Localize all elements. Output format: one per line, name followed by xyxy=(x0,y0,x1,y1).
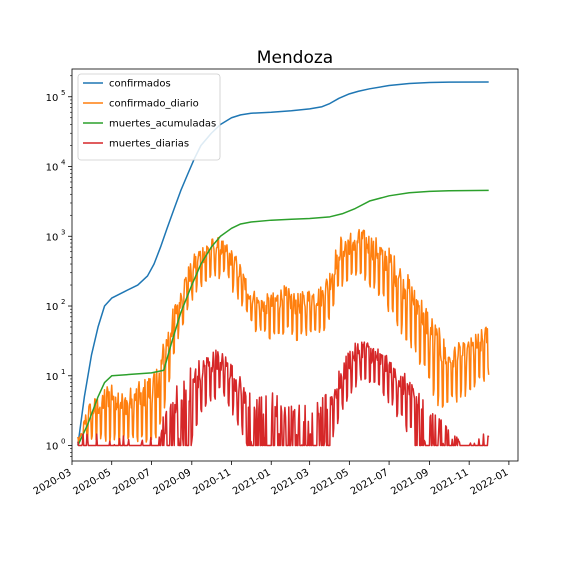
y-tick-exponent: 1 xyxy=(61,368,65,376)
legend-box xyxy=(77,73,221,161)
y-tick-exponent: 0 xyxy=(61,438,65,446)
y-tick-exponent: 5 xyxy=(61,89,65,97)
y-tick-label: 10 xyxy=(46,232,59,243)
y-tick-exponent: 3 xyxy=(61,228,65,236)
legend: confirmados confirmado_diario muertes_acum… xyxy=(77,73,221,161)
series-group xyxy=(77,81,490,447)
y-tick-label: 10 xyxy=(46,372,59,383)
y-tick-label: 10 xyxy=(46,163,59,174)
y-tick-label: 10 xyxy=(46,442,59,453)
chart-title: Mendoza xyxy=(257,48,333,68)
plot-frame xyxy=(71,68,519,462)
series-line-confirmado_diario xyxy=(77,228,490,447)
series-line-muertes_acumuladas xyxy=(77,189,489,446)
y-tick-label: 10 xyxy=(46,93,59,104)
y-tick-exponent: 2 xyxy=(61,298,65,306)
plot-area xyxy=(77,81,490,447)
y-tick-label: 10 xyxy=(46,302,59,313)
y-tick-exponent: 4 xyxy=(61,159,66,167)
series-line-muertes_diarias xyxy=(77,341,490,447)
legend-label-muertes_diarias: muertes_diarias xyxy=(109,139,189,150)
legend-label-confirmados: confirmados xyxy=(109,79,171,90)
legend-label-confirmado_diario: confirmado_diario xyxy=(109,99,199,110)
legend-label-muertes_acumuladas: muertes_acumuladas xyxy=(109,119,216,130)
